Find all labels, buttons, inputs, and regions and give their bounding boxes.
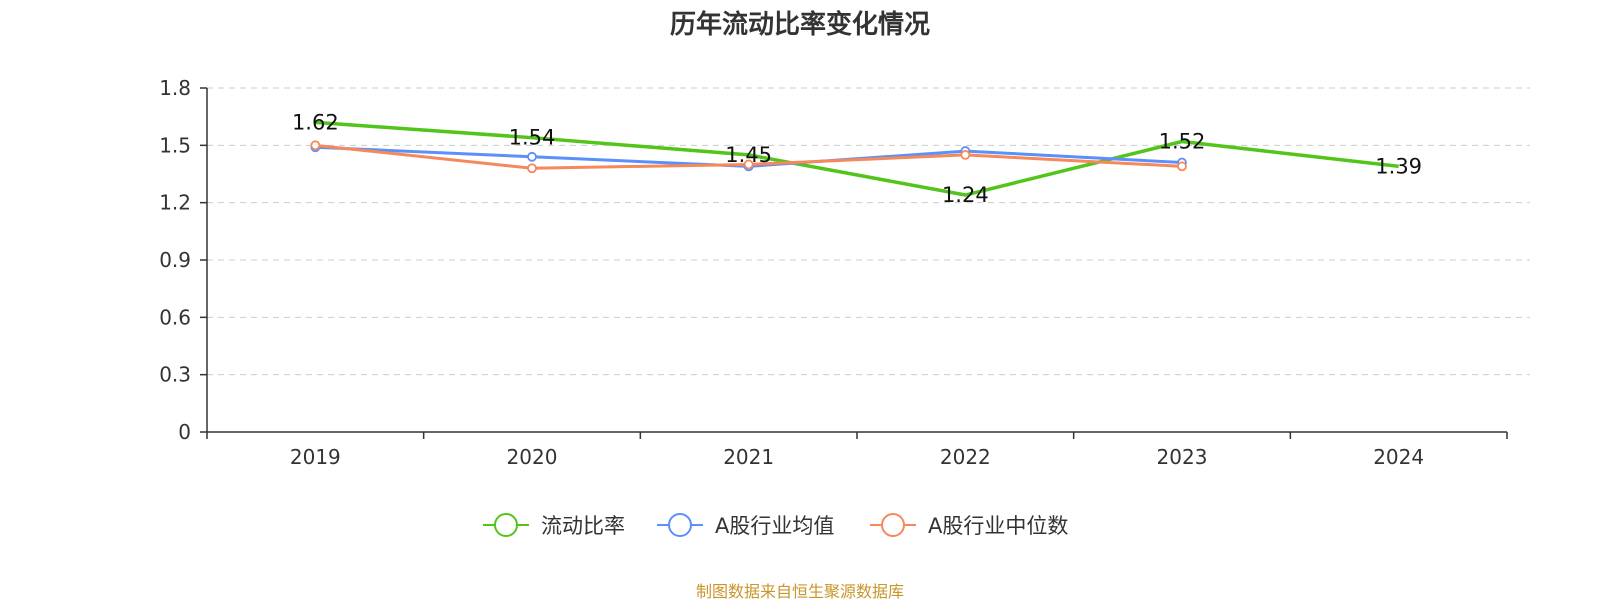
- y-tick-label: 1.2: [159, 191, 191, 215]
- legend-marker: [668, 513, 692, 537]
- data-point: [527, 163, 537, 174]
- data-label: 1.54: [509, 126, 556, 150]
- legend-label: 流动比率: [541, 514, 625, 538]
- data-label: 1.62: [292, 110, 339, 134]
- x-tick-label: 2022: [940, 445, 991, 469]
- x-tick-label: 2024: [1373, 445, 1424, 469]
- y-tick-label: 0: [178, 420, 191, 444]
- data-point: [527, 151, 537, 162]
- source-note: 制图数据来自恒生聚源数据库: [695, 582, 904, 601]
- data-label: 1.52: [1159, 130, 1206, 154]
- data-label: 1.45: [725, 143, 772, 167]
- chart-title: 历年流动比率变化情况: [669, 10, 930, 40]
- data-label: 1.24: [942, 183, 989, 207]
- legend-marker: [494, 513, 518, 537]
- data-point: [960, 149, 971, 160]
- legend-marker: [881, 513, 905, 537]
- series-line-0: [315, 120, 1399, 197]
- y-tick-label: 0.6: [159, 305, 191, 329]
- x-tick-label: 2021: [723, 445, 774, 469]
- data-point: [310, 140, 321, 151]
- legend-label: A股行业均值: [715, 514, 834, 538]
- x-tick-label: 2020: [507, 445, 558, 469]
- y-tick-label: 0.9: [159, 248, 191, 272]
- data-point: [743, 159, 754, 170]
- y-tick-label: 1.5: [159, 133, 191, 157]
- y-tick-label: 1.8: [159, 76, 191, 100]
- legend-label: A股行业中位数: [928, 514, 1068, 538]
- x-tick-label: 2019: [290, 445, 341, 469]
- x-tick-label: 2023: [1157, 445, 1208, 469]
- data-point: [1177, 161, 1187, 172]
- y-tick-label: 0.3: [159, 363, 191, 387]
- data-label: 1.39: [1375, 154, 1422, 178]
